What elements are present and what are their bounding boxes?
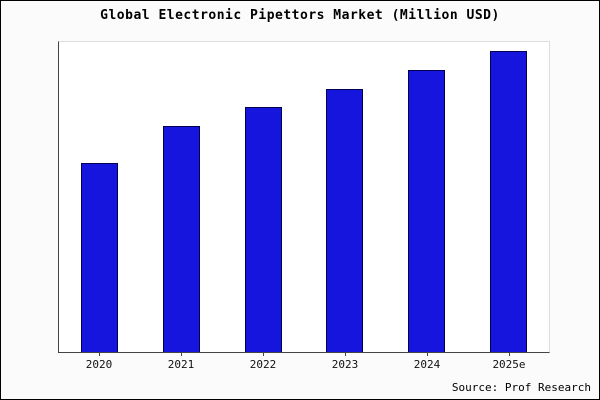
x-axis-labels: 2020 2021 2022 2023 2024 2025e bbox=[58, 352, 550, 371]
x-tick-mark bbox=[180, 352, 182, 356]
x-label-cell: 2023 bbox=[304, 352, 386, 371]
x-tick-mark bbox=[344, 352, 346, 356]
bar-2021 bbox=[162, 125, 200, 352]
x-tick-mark bbox=[98, 352, 100, 356]
bars bbox=[59, 42, 549, 352]
x-tick-label: 2022 bbox=[249, 358, 277, 371]
x-label-cell: 2021 bbox=[140, 352, 222, 371]
x-label-cell: 2020 bbox=[58, 352, 140, 371]
bar-2024 bbox=[407, 69, 445, 352]
x-tick-label: 2025e bbox=[492, 358, 526, 371]
x-tick-mark bbox=[426, 352, 428, 356]
x-tick-mark bbox=[508, 352, 510, 356]
bar-2020 bbox=[81, 162, 119, 352]
x-label-cell: 2022 bbox=[222, 352, 304, 371]
x-tick-label: 2020 bbox=[85, 358, 113, 371]
x-tick-label: 2024 bbox=[413, 358, 441, 371]
x-tick-label: 2023 bbox=[331, 358, 359, 371]
bar-2022 bbox=[244, 107, 282, 352]
chart-title: Global Electronic Pipettors Market (Mill… bbox=[100, 8, 500, 23]
bar-2023 bbox=[326, 88, 364, 352]
x-tick-mark bbox=[262, 352, 264, 356]
source-text: Source: Prof Research bbox=[451, 381, 591, 394]
bar-2025e bbox=[489, 51, 527, 352]
x-label-cell: 2024 bbox=[386, 352, 468, 371]
plot-area bbox=[58, 41, 550, 353]
x-label-cell: 2025e bbox=[468, 352, 550, 371]
x-tick-label: 2021 bbox=[167, 358, 195, 371]
